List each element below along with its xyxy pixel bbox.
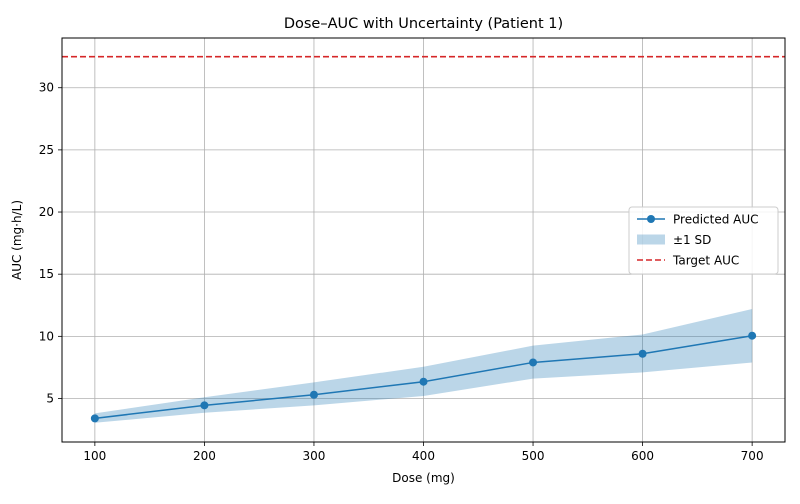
y-tick-label: 30 <box>39 81 54 95</box>
y-tick-label: 25 <box>39 143 54 157</box>
data-point <box>748 331 757 340</box>
data-point <box>309 390 318 399</box>
legend-swatch-marker <box>647 215 655 223</box>
legend-label: ±1 SD <box>673 233 711 247</box>
ticks-layer: 100 200 300 400 500 600 700 5 10 15 20 25 30 <box>39 81 764 463</box>
x-tick-label: 100 <box>83 449 106 463</box>
data-point <box>200 401 209 410</box>
x-tick-label: 600 <box>631 449 654 463</box>
series-layer <box>90 331 757 423</box>
x-tick-label: 700 <box>741 449 764 463</box>
legend-label: Predicted AUC <box>673 213 759 227</box>
legend: Predicted AUC ±1 SD Target AUC <box>628 206 779 275</box>
legend-swatch-band <box>637 234 665 245</box>
x-tick-label: 300 <box>303 449 326 463</box>
band-layer <box>94 308 753 423</box>
legend-label: Target AUC <box>672 254 739 268</box>
y-axis-label: AUC (mg·h/L) <box>10 200 24 280</box>
y-tick-label: 10 <box>39 329 54 343</box>
data-point <box>419 377 428 386</box>
data-point <box>90 414 99 423</box>
data-point <box>638 349 647 358</box>
y-tick-label: 5 <box>46 391 54 405</box>
y-tick-label: 20 <box>39 205 54 219</box>
uncertainty-band <box>94 308 753 423</box>
data-point <box>529 358 538 367</box>
x-axis-label: Dose (mg) <box>392 471 455 485</box>
x-tick-label: 400 <box>412 449 435 463</box>
x-tick-label: 500 <box>522 449 545 463</box>
y-tick-label: 15 <box>39 267 54 281</box>
legend-box <box>628 206 779 275</box>
chart-title: Dose–AUC with Uncertainty (Patient 1) <box>284 16 563 32</box>
x-tick-label: 200 <box>193 449 216 463</box>
